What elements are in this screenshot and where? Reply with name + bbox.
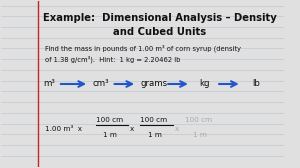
- Text: m³: m³: [44, 79, 56, 89]
- Text: grams: grams: [140, 79, 168, 89]
- Text: Find the mass in pounds of 1.00 m³ of corn syrup (density: Find the mass in pounds of 1.00 m³ of co…: [45, 44, 241, 52]
- Text: 100 cm: 100 cm: [140, 117, 167, 122]
- Text: Example:  Dimensional Analysis – Density: Example: Dimensional Analysis – Density: [43, 13, 277, 23]
- Text: 100 cm: 100 cm: [95, 117, 123, 122]
- Text: lb: lb: [252, 79, 260, 89]
- Text: of 1.38 g/cm³).  Hint:  1 kg = 2.20462 lb: of 1.38 g/cm³). Hint: 1 kg = 2.20462 lb: [45, 55, 181, 63]
- Text: 100 cm: 100 cm: [185, 117, 212, 122]
- Text: and Cubed Units: and Cubed Units: [113, 27, 206, 37]
- Text: 1 m: 1 m: [193, 132, 207, 138]
- Text: 1 m: 1 m: [148, 132, 162, 138]
- Text: 1 m: 1 m: [103, 132, 117, 138]
- Text: kg: kg: [200, 79, 210, 89]
- Text: 1.00 m³  x: 1.00 m³ x: [45, 126, 84, 132]
- Text: x: x: [130, 126, 136, 132]
- Text: x: x: [175, 126, 181, 132]
- Text: cm³: cm³: [92, 79, 109, 89]
